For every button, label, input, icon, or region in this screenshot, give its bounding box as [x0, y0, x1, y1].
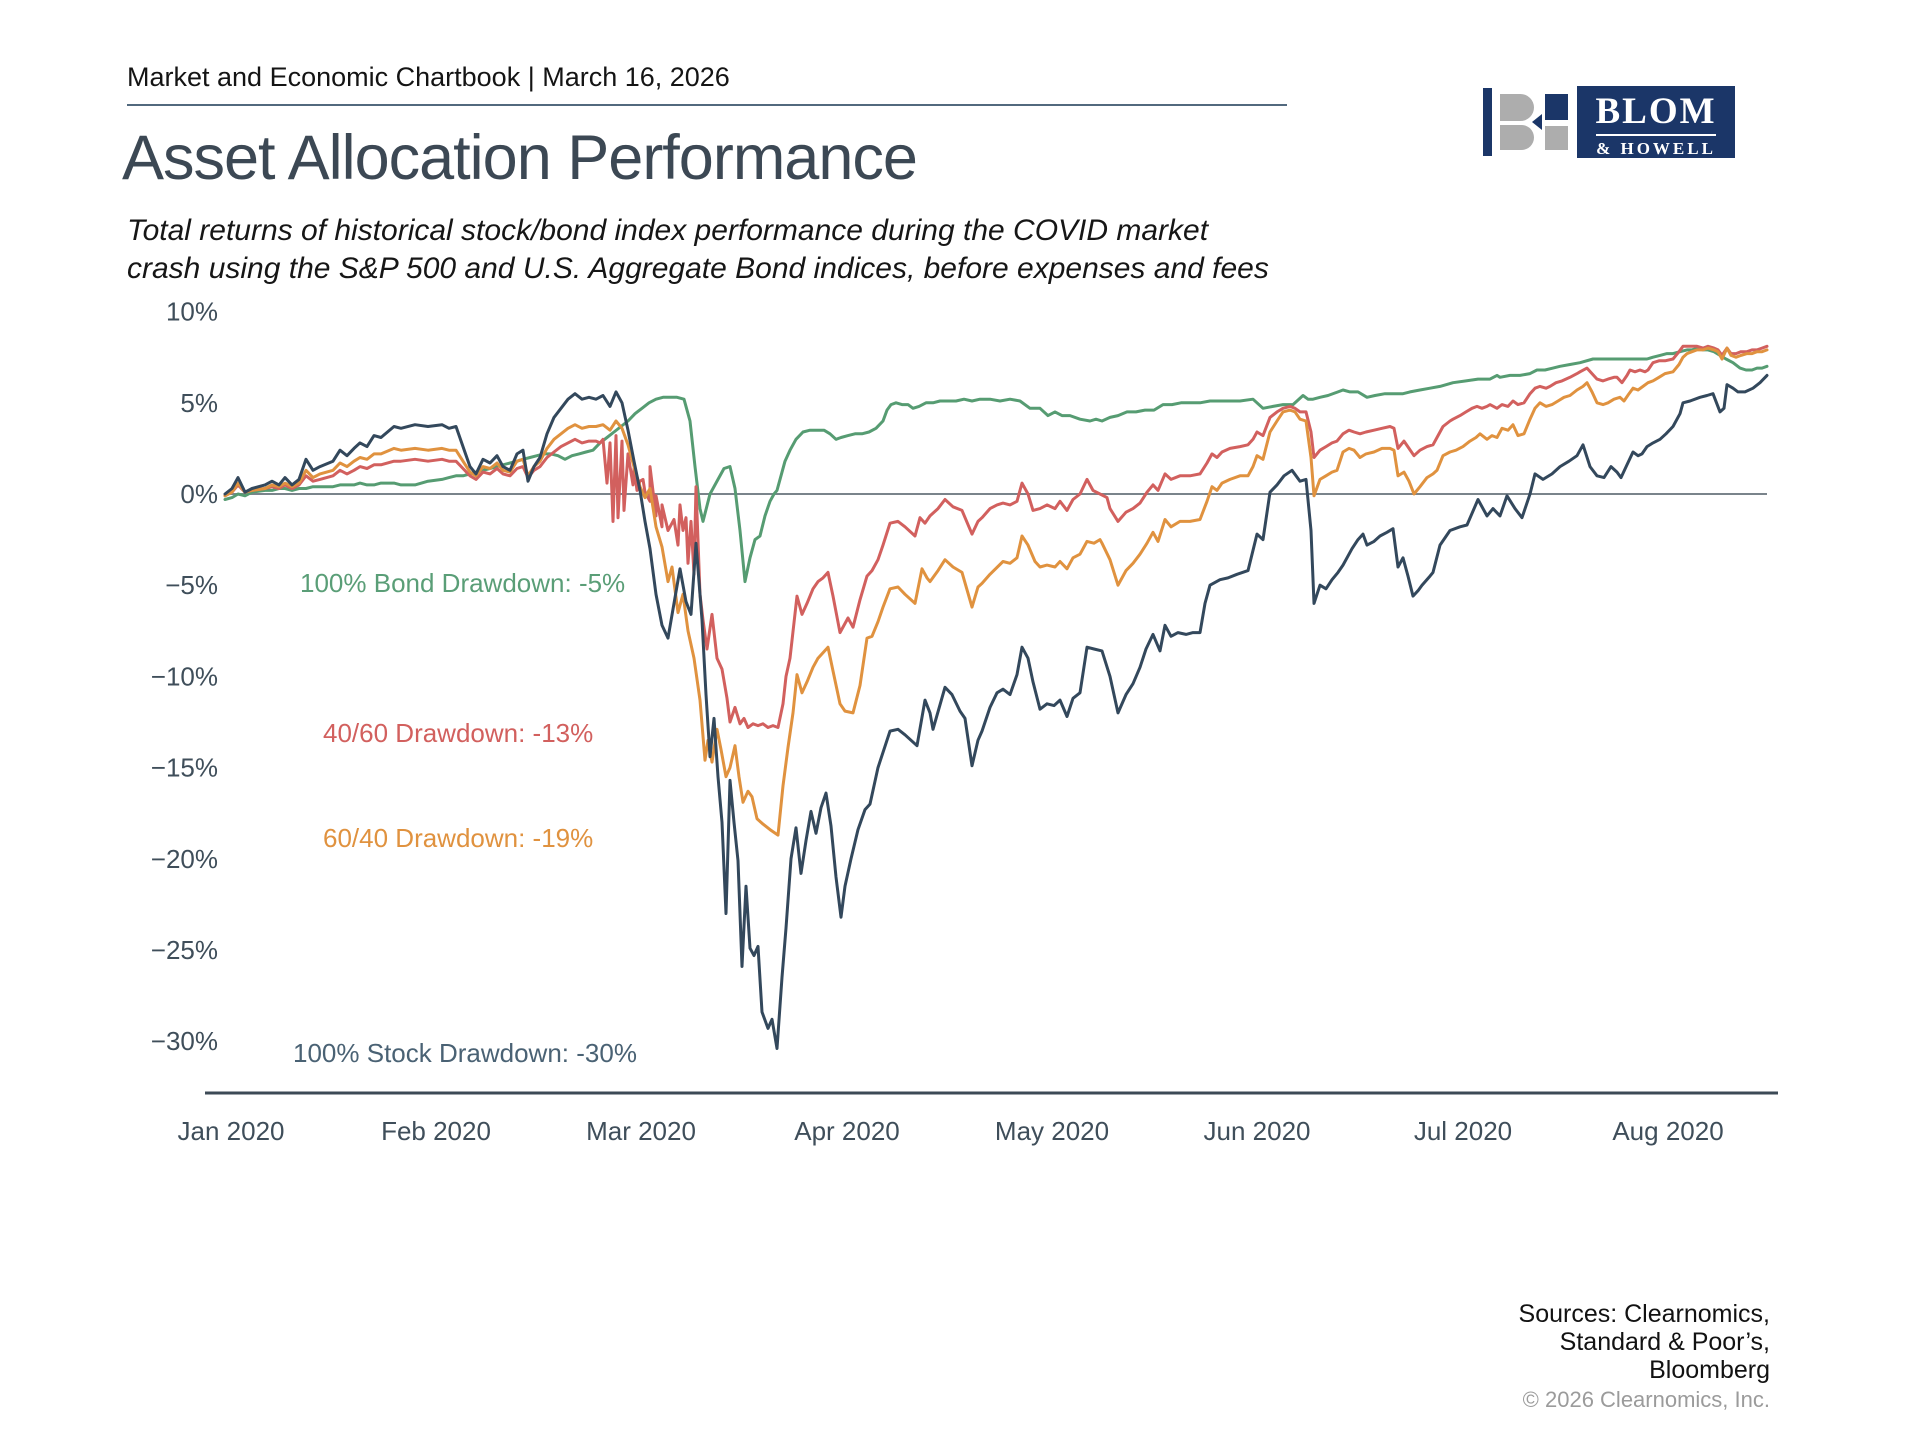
series-line-stock100 — [223, 373, 1769, 1050]
logo-b-icon — [1500, 94, 1534, 121]
sources-block: Sources: Clearnomics, Standard & Poor’s,… — [1519, 1300, 1770, 1414]
y-axis-tick-label: −5% — [165, 570, 218, 600]
logo-bar-icon — [1483, 88, 1492, 156]
blom-howell-logo: BLOM & HOWELL — [1483, 86, 1738, 158]
logo-square-icon — [1545, 94, 1568, 120]
logo-word-blom: BLOM — [1595, 91, 1717, 132]
x-axis-tick-label: Jan 2020 — [178, 1116, 285, 1146]
y-axis-tick-label: 0% — [180, 479, 218, 509]
y-axis-tick-label: −30% — [151, 1026, 218, 1056]
annotation-stock-drawdown: 100% Stock Drawdown: -30% — [293, 1038, 637, 1068]
subtitle-line-1: Total returns of historical stock/bond i… — [127, 214, 1209, 247]
x-axis-tick-label: Mar 2020 — [586, 1116, 696, 1146]
series-line-mix4060 — [223, 344, 1769, 729]
sources-line-1: Sources: Clearnomics, — [1518, 1300, 1770, 1328]
logo-square-icon — [1545, 126, 1568, 150]
logo-b-icon — [1500, 125, 1534, 150]
y-axis-tick-label: −15% — [151, 753, 218, 783]
logo-triangle-icon — [1532, 114, 1542, 130]
page-subtitle: Total returns of historical stock/bond i… — [127, 212, 1269, 288]
y-axis-tick-label: −10% — [151, 661, 218, 691]
logo-wordmark: BLOM & HOWELL — [1577, 86, 1735, 158]
annotation-4060-drawdown: 40/60 Drawdown: -13% — [323, 718, 593, 748]
series-line-bond100 — [223, 346, 1769, 584]
subtitle-line-2: crash using the S&P 500 and U.S. Aggrega… — [127, 252, 1269, 285]
x-axis-tick-label: Apr 2020 — [794, 1116, 900, 1146]
y-axis-tick-label: 10% — [166, 297, 218, 327]
page-title: Asset Allocation Performance — [122, 123, 918, 193]
sources-line-3: Bloomberg — [1649, 1356, 1770, 1384]
y-axis-tick-label: −25% — [151, 935, 218, 965]
chartbook-header: Market and Economic Chartbook | March 16… — [127, 62, 730, 92]
annotation-bond-drawdown: 100% Bond Drawdown: -5% — [300, 568, 625, 598]
header-divider — [127, 104, 1287, 106]
sources-line-2: Standard & Poor’s, — [1559, 1328, 1770, 1356]
y-axis-tick-label: −20% — [151, 844, 218, 874]
x-axis-tick-label: Jun 2020 — [1204, 1116, 1311, 1146]
x-axis-tick-label: Jul 2020 — [1414, 1116, 1512, 1146]
x-axis-tick-label: Aug 2020 — [1612, 1116, 1723, 1146]
y-axis-tick-label: 5% — [180, 388, 218, 418]
x-axis-tick-label: May 2020 — [995, 1116, 1109, 1146]
logo-word-howell: & HOWELL — [1596, 134, 1716, 159]
annotation-6040-drawdown: 60/40 Drawdown: -19% — [323, 823, 593, 853]
series-line-mix6040 — [223, 346, 1769, 837]
copyright-text: © 2026 Clearnomics, Inc. — [1522, 1387, 1770, 1412]
x-axis-tick-label: Feb 2020 — [381, 1116, 491, 1146]
